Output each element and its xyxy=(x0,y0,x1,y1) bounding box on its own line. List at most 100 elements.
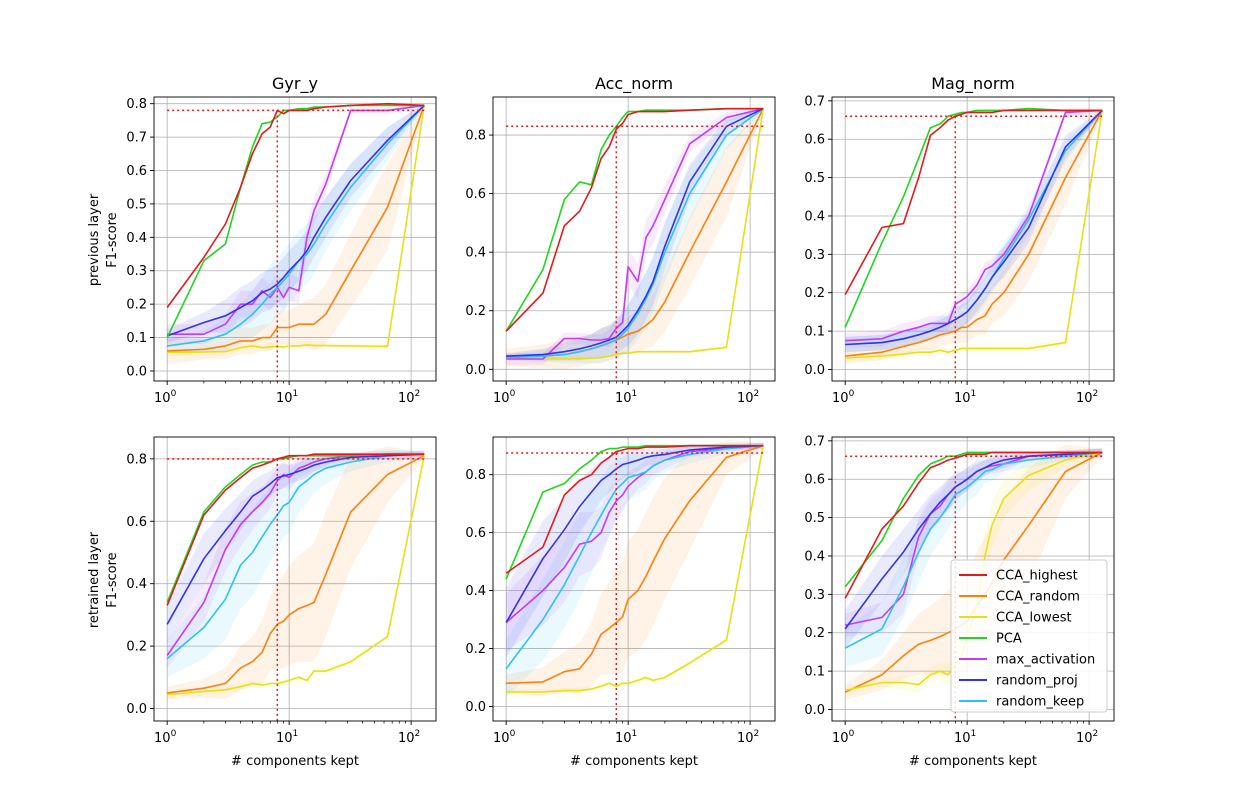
x-tick-label-2: 102 xyxy=(737,389,759,406)
subplot-2: 0.0 0.2 0.4 0.6 0.8 100 101 102 Acc_norm xyxy=(465,74,776,406)
legend-item-random_proj: random_proj xyxy=(959,674,1078,689)
plot-area xyxy=(166,446,425,721)
line-random_keep xyxy=(167,104,425,347)
y-tick-label-0: 0.0 xyxy=(804,363,825,378)
band-CCA_random xyxy=(845,108,1103,364)
axes-frame xyxy=(492,96,776,382)
y-tick-label-1: 0.1 xyxy=(804,665,825,680)
subplot-3: 0.0 0.1 0.2 0.3 0.4 0.5 0.6 0.7 100 101 102 Mag_nor… xyxy=(804,74,1115,406)
x-tick-label-0: 100 xyxy=(832,389,855,406)
y-tick-label-3: 0.6 xyxy=(465,187,486,202)
y-tick-label-4: 0.4 xyxy=(804,549,825,564)
y-tick-label-1: 0.2 xyxy=(126,640,147,655)
band-CCA_random xyxy=(506,107,764,370)
line-PCA xyxy=(505,444,764,580)
band-random_keep xyxy=(167,103,425,353)
line-max_activation xyxy=(505,444,764,624)
line-random_keep xyxy=(506,108,764,359)
y-tick-label-2: 0.4 xyxy=(465,246,486,261)
x-tick-label-2: 102 xyxy=(1076,729,1098,746)
y-tick-label-3: 0.3 xyxy=(804,588,825,603)
line-CCA_highest xyxy=(844,109,1103,295)
y-tick-label-5: 0.5 xyxy=(804,171,825,186)
y-tick-label-3: 0.6 xyxy=(126,515,147,530)
y-tick-label-2: 0.2 xyxy=(804,626,825,641)
y-tick-label-0: 0.0 xyxy=(804,703,825,718)
subplot-grid: 0.0 0.1 0.2 0.3 0.4 0.5 0.6 0.7 0.8 100 101 102 Gyr_… xyxy=(126,74,1115,769)
axes-frame xyxy=(831,436,1115,722)
line-CCA_highest xyxy=(505,444,764,574)
legend-item-CCA_highest: CCA_highest xyxy=(959,569,1078,584)
legend-item-random_keep: random_keep xyxy=(959,695,1084,710)
line-max_activation xyxy=(845,109,1103,342)
legend-label: max_activation xyxy=(996,653,1095,668)
line-random_keep xyxy=(844,451,1103,649)
line-max_activation xyxy=(506,107,764,360)
y-tick-label-1: 0.1 xyxy=(126,331,147,346)
legend-label: PCA xyxy=(996,632,1022,647)
x-tick-label-2: 102 xyxy=(1076,389,1098,406)
line-random_proj xyxy=(166,453,425,625)
line-CCA_lowest xyxy=(845,110,1103,359)
band-random_keep xyxy=(845,448,1103,668)
line-random_proj xyxy=(506,107,764,357)
row-label-top-line2: F1-score xyxy=(105,212,120,267)
y-tick-label-2: 0.2 xyxy=(126,298,147,313)
legend-item-max_activation: max_activation xyxy=(959,653,1095,668)
x-axis-label: # components kept xyxy=(231,754,359,769)
line-CCA_lowest xyxy=(506,445,764,693)
y-tick-label-1: 0.1 xyxy=(804,325,825,340)
band-random_keep xyxy=(506,442,764,698)
subplot-5: 0.0 0.2 0.4 0.6 0.8 100 101 102 # components kep… xyxy=(465,436,776,769)
y-tick-label-4: 0.8 xyxy=(465,129,486,144)
line-random_proj xyxy=(845,109,1103,346)
legend-item-CCA_lowest: CCA_lowest xyxy=(959,611,1072,626)
x-tick-label-2: 102 xyxy=(398,729,420,746)
legend-items: CCA_highest CCA_random CCA_lowest PCA max_ac… xyxy=(959,569,1095,710)
y-tick-label-0: 0.0 xyxy=(126,702,147,717)
line-CCA_lowest xyxy=(167,455,425,696)
legend-label: CCA_highest xyxy=(996,569,1078,584)
axes-frame xyxy=(492,436,776,722)
x-axis-label: # components kept xyxy=(570,754,698,769)
line-CCA_random xyxy=(845,110,1103,357)
line-CCA_random xyxy=(167,454,425,694)
y-tick-label-5: 0.5 xyxy=(804,511,825,526)
band-max_activation xyxy=(845,448,1103,637)
y-tick-label-0: 0.0 xyxy=(465,363,486,378)
line-CCA_lowest xyxy=(506,108,764,360)
band-random_keep xyxy=(167,449,425,678)
band-max_activation xyxy=(506,442,764,652)
y-tick-label-6: 0.6 xyxy=(804,473,825,488)
x-tick-label-0: 100 xyxy=(154,729,177,746)
legend-item-CCA_random: CCA_random xyxy=(959,590,1080,605)
legend-label: random_keep xyxy=(996,695,1084,710)
y-tick-label-2: 0.4 xyxy=(126,577,147,592)
legend-label: random_proj xyxy=(996,674,1078,689)
band-random_proj xyxy=(167,103,425,343)
axes-frame xyxy=(153,436,437,722)
legend-item-PCA: PCA xyxy=(959,632,1022,647)
line-random_proj xyxy=(166,104,425,337)
y-tick-label-1: 0.2 xyxy=(465,642,486,657)
subplot-title: Mag_norm xyxy=(931,74,1015,94)
y-tick-label-1: 0.2 xyxy=(465,304,486,319)
line-max_activation xyxy=(166,453,425,656)
band-CCA_random xyxy=(506,439,764,697)
y-tick-label-0: 0.0 xyxy=(126,364,147,379)
band-max_activation xyxy=(167,103,425,345)
x-tick-label-1: 101 xyxy=(954,729,976,746)
y-tick-label-3: 0.6 xyxy=(465,526,486,541)
legend: CCA_highest CCA_random CCA_lowest PCA max_ac… xyxy=(950,559,1108,713)
legend-box xyxy=(950,559,1108,713)
x-tick-label-0: 100 xyxy=(154,389,177,406)
plot-area xyxy=(505,107,764,381)
x-tick-label-0: 100 xyxy=(493,729,516,746)
y-tick-label-8: 0.8 xyxy=(126,97,147,112)
band-random_keep xyxy=(506,107,764,364)
x-tick-label-1: 101 xyxy=(276,389,298,406)
x-tick-label-2: 102 xyxy=(737,729,759,746)
y-tick-label-4: 0.4 xyxy=(126,231,147,246)
x-tick-label-1: 101 xyxy=(954,389,976,406)
line-CCA_highest xyxy=(166,102,425,308)
